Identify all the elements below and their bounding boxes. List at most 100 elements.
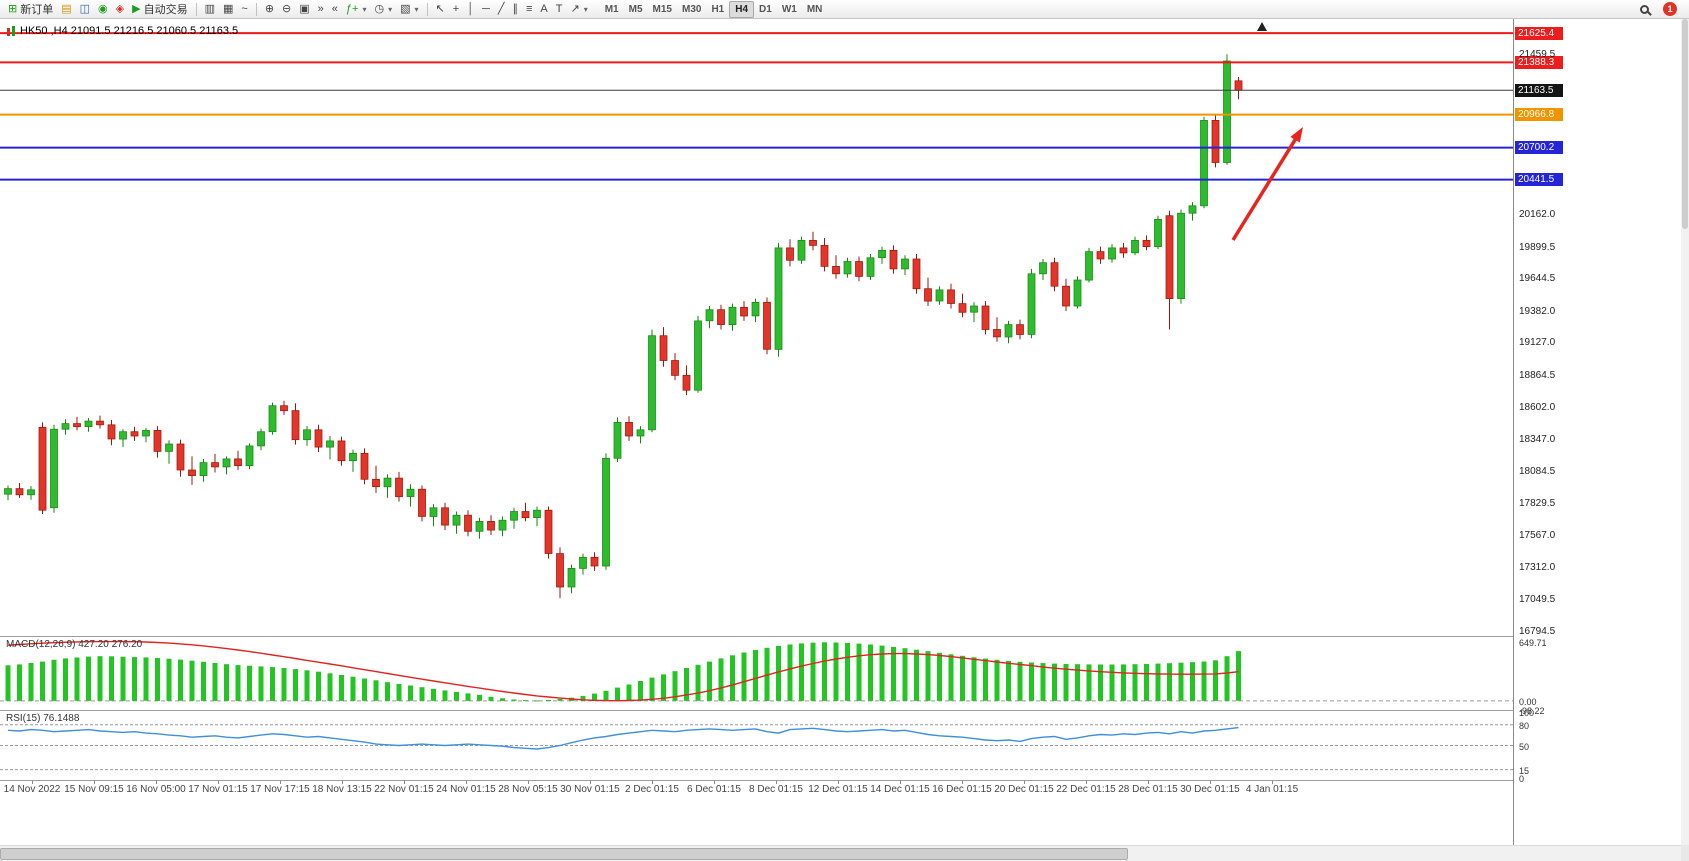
new-order-icon: ⊞ <box>8 2 18 15</box>
candle-body <box>820 245 829 267</box>
timeframe-m15-button[interactable]: M15 <box>648 1 677 18</box>
chart-shift-icon: « <box>331 2 338 15</box>
zoom-in-button[interactable]: ⊕ <box>261 1 278 18</box>
candle-body <box>27 489 35 496</box>
bar-chart-button[interactable]: ▥ <box>201 1 219 18</box>
time-tick <box>714 781 715 784</box>
timeframe-m5-button[interactable]: M5 <box>624 1 648 18</box>
candle-body <box>809 240 817 246</box>
navigator-button[interactable]: ◈ <box>112 1 128 18</box>
time-tick <box>962 781 963 784</box>
candlestick-chart-button[interactable]: ▦ <box>219 1 237 18</box>
candle-body <box>935 289 944 302</box>
main-chart-pane[interactable]: HK50 ,H4 21091.5 21216.5 21060.5 21163.5 <box>0 19 1513 636</box>
line-chart-button[interactable]: ~ <box>237 1 251 18</box>
notification-badge[interactable]: 1 <box>1663 2 1677 16</box>
crosshair-button[interactable]: + <box>449 1 463 18</box>
toolbar-buttons: ⊞ 新订单 ▤ ◫ ◉ ◈ ▶ 自动交易 ▥ ▦ ~ ⊕ ⊖ ▣» «ƒ+ ▾ ◷ ▾ ▧ ▾ ↖ + │ ─ ╱ ∥ ≡ A T ↗ ▾ <box>4 0 592 19</box>
vertical-scrollbar[interactable] <box>1681 19 1689 845</box>
caret-down-icon: ▾ <box>583 4 588 14</box>
macd-histogram-bar <box>40 661 45 701</box>
timeframe-h4-button[interactable]: H4 <box>729 0 755 18</box>
horizontal-line-button[interactable]: ─ <box>478 1 494 18</box>
time-tick <box>156 781 157 784</box>
fibonacci-button[interactable]: ≡ <box>522 1 536 18</box>
macd-histogram-bar <box>983 658 988 701</box>
navigator-icon: ◈ <box>115 2 125 15</box>
vertical-scrollbar-thumb[interactable] <box>1682 19 1688 229</box>
chart-canvas[interactable] <box>0 19 1513 636</box>
timeframe-w1-button[interactable]: W1 <box>777 1 802 18</box>
timeframe-m1-button[interactable]: M1 <box>600 1 624 18</box>
pane-separator[interactable] <box>0 780 1682 781</box>
indicators-button[interactable]: ƒ+ ▾ <box>342 1 371 18</box>
tile-windows-button[interactable]: ▣ <box>295 1 313 18</box>
macd-histogram-bar <box>293 669 298 701</box>
rsi-canvas[interactable] <box>0 711 1513 780</box>
macd-histogram-bar <box>845 642 850 701</box>
timeframe-d1-button[interactable]: D1 <box>754 1 777 18</box>
macd-histogram-bar <box>1144 663 1149 701</box>
pane-separator[interactable] <box>0 636 1682 637</box>
fibonacci-icon: ≡ <box>525 2 533 15</box>
trend-arrow-object[interactable] <box>1231 132 1301 241</box>
price-tick-label: 18864.5 <box>1519 369 1556 381</box>
rsi-pane[interactable]: RSI(15) 76.1488 <box>0 711 1513 780</box>
time-tick <box>1272 781 1273 784</box>
timeframe-m30-button[interactable]: M30 <box>677 1 706 18</box>
profiles-button[interactable]: ◫ <box>76 1 94 18</box>
candle-body <box>199 462 208 476</box>
periods-button[interactable]: ◷ ▾ <box>370 1 396 18</box>
timeframe-mn-button[interactable]: MN <box>802 1 828 18</box>
text-button[interactable]: A <box>536 1 551 18</box>
text-label-button[interactable]: T <box>552 1 567 18</box>
new-chart-button[interactable]: ▤ <box>57 1 75 18</box>
time-axis[interactable]: 14 Nov 2022 15 Nov 09:15 16 Nov 05:00 17 No… <box>0 781 1513 845</box>
text-label-icon: T <box>555 2 563 15</box>
arrows-button[interactable]: ↗ ▾ <box>566 1 591 18</box>
vertical-line-button[interactable]: │ <box>463 1 478 18</box>
arrows-icon: ↗ <box>570 2 580 15</box>
macd-canvas[interactable] <box>0 637 1513 710</box>
search-button[interactable] <box>1636 1 1653 18</box>
macd-histogram-bar <box>477 694 482 701</box>
candle-body <box>188 469 196 476</box>
candle-body <box>142 430 150 437</box>
time-axis-label: 16 Nov 05:00 <box>126 784 186 795</box>
macd-histogram-bar <box>178 659 183 701</box>
macd-histogram-bar <box>28 663 34 701</box>
candle-body <box>475 521 484 532</box>
candle-body <box>579 556 587 569</box>
zoom-out-button[interactable]: ⊖ <box>278 1 295 18</box>
horizontal-scrollbar[interactable] <box>0 845 1689 861</box>
trendline-button[interactable]: ╱ <box>494 1 509 18</box>
chart-shift-button[interactable]: « <box>328 1 342 18</box>
market-watch-button[interactable]: ◉ <box>94 1 112 18</box>
macd-histogram-bar <box>51 659 57 701</box>
auto-trading-button[interactable]: ▶ 自动交易 <box>128 1 191 18</box>
macd-pane[interactable]: MACD(12,26,9) 427.20 276.20 <box>0 637 1513 710</box>
auto-scroll-button[interactable]: » <box>314 1 328 18</box>
horizontal-scrollbar-thumb[interactable] <box>0 848 1128 860</box>
rsi-label: RSI(15) 76.1488 <box>6 713 79 724</box>
candle-body <box>636 429 645 437</box>
caret-down-icon: ▾ <box>388 4 393 14</box>
new-order-button[interactable]: ⊞ 新订单 <box>4 1 57 18</box>
chart-window: HK50 ,H4 21091.5 21216.5 21060.5 21163.5… <box>0 19 1689 861</box>
price-axis[interactable]: 21625.4 21388.3 21163.5 20966.8 20700.2 20441… <box>1513 19 1681 845</box>
candle-body <box>395 477 403 498</box>
pane-separator[interactable] <box>0 710 1682 711</box>
timeframe-h1-button[interactable]: H1 <box>706 1 729 18</box>
candle-body <box>314 429 323 448</box>
candle-body <box>487 521 495 531</box>
price-tick-label: 17567.0 <box>1519 530 1556 542</box>
macd-histogram-bar <box>1178 662 1184 701</box>
macd-histogram-bar <box>109 656 114 701</box>
caret-down-icon: ▾ <box>414 4 419 14</box>
candle-body <box>1096 251 1105 260</box>
template-button[interactable]: ▧ ▾ <box>396 1 422 18</box>
channel-button[interactable]: ∥ <box>508 1 522 18</box>
cursor-button[interactable]: ↖ <box>432 1 449 18</box>
price-tick-label: 18602.0 <box>1519 402 1556 414</box>
time-tick <box>528 781 529 784</box>
